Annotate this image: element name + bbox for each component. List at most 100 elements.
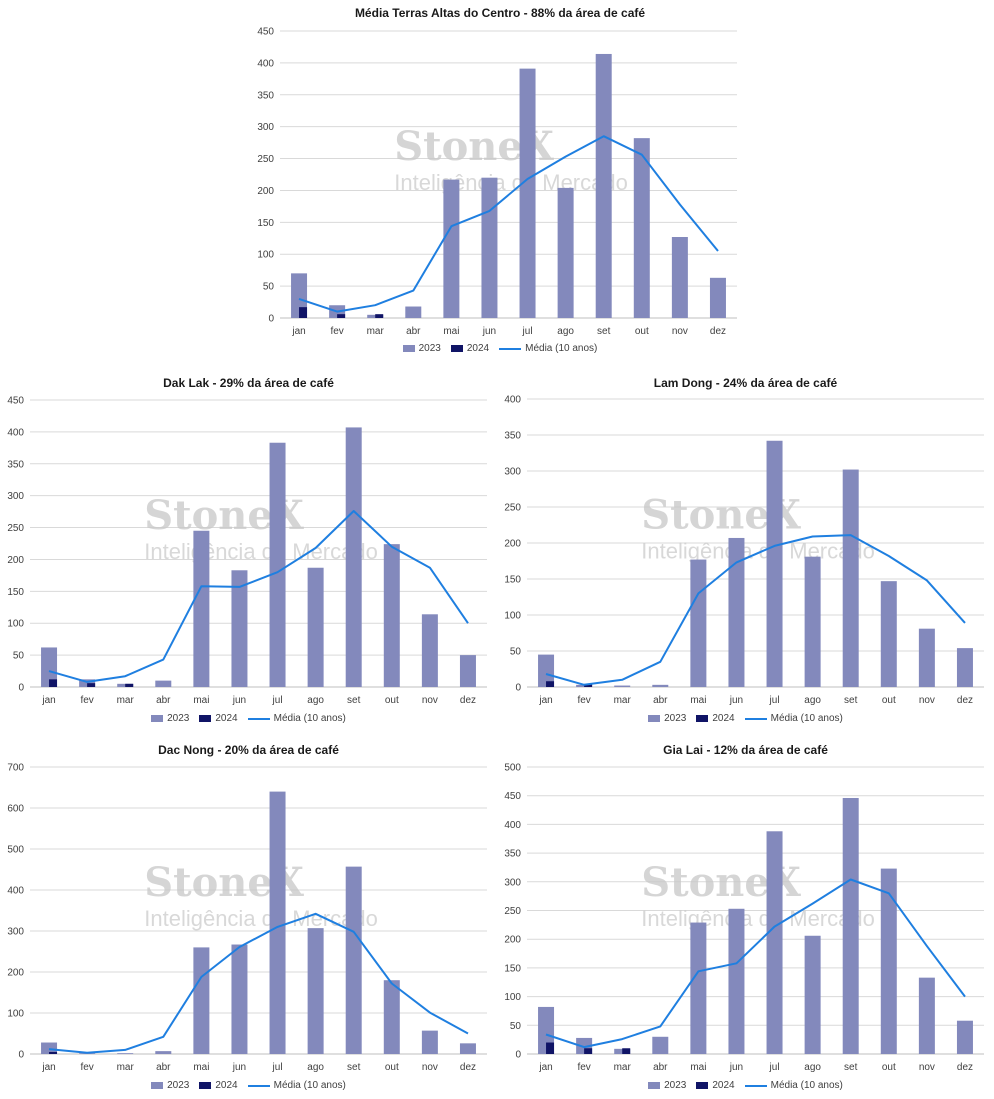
watermark-tagline: Inteligência de Mercado xyxy=(394,170,628,195)
bar-2023 xyxy=(155,680,172,687)
x-tick-label: dez xyxy=(957,695,973,706)
bar-2023 xyxy=(193,947,210,1054)
x-tick-label: jun xyxy=(232,1062,246,1073)
bar-2023 xyxy=(804,556,821,687)
y-tick-label: 0 xyxy=(515,683,521,694)
y-tick-label: 350 xyxy=(504,431,521,442)
x-tick-label: jan xyxy=(538,1062,552,1073)
legend-label: 2024 xyxy=(215,1080,238,1091)
chart-panel-lam-dong: Lam Dong - 24% da área de café 0 50 100 150… xyxy=(497,370,994,730)
legend-item-2023: 2023 xyxy=(648,713,686,724)
bar-2024 xyxy=(375,314,384,318)
x-tick-label: jul xyxy=(272,1062,283,1073)
legend-swatch-2023 xyxy=(151,715,164,722)
y-tick-label: 400 xyxy=(257,58,274,69)
x-tick-label: dez xyxy=(710,326,726,337)
legend-label: 2023 xyxy=(418,343,441,354)
legend-label: 2024 xyxy=(712,713,735,724)
y-tick-label: 150 xyxy=(257,218,274,229)
chart-svg: 050100150200250300350400450StoneXIntelig… xyxy=(7,396,487,706)
x-tick-label: nov xyxy=(672,326,688,337)
legend-label: Média (10 anos) xyxy=(273,1080,346,1091)
watermark-tagline: Inteligência de Mercado xyxy=(641,906,875,931)
chart-title: Dac Nong - 20% da área de café xyxy=(158,743,339,757)
bar-2023 xyxy=(307,928,324,1054)
bar-2024 xyxy=(584,1048,593,1054)
y-tick-label: 350 xyxy=(257,90,274,101)
x-tick-label: out xyxy=(385,695,399,706)
legend-label: 2024 xyxy=(466,343,490,354)
legend-item-2024: 2024 xyxy=(199,713,238,724)
line-media-10-anos xyxy=(545,534,966,686)
x-tick-label: fev xyxy=(577,1062,590,1073)
bar-2023 xyxy=(421,1030,438,1054)
x-tick-label: nov xyxy=(422,1062,438,1073)
legend-swatch-2024 xyxy=(450,345,463,352)
y-tick-label: 250 xyxy=(7,523,24,534)
x-tick-label: out xyxy=(385,1062,399,1073)
chart-legend: 2023 2024 Média (10 anos) xyxy=(497,713,994,724)
bar-2023 xyxy=(231,570,248,687)
bar-2023 xyxy=(538,1006,555,1054)
y-tick-label: 0 xyxy=(18,683,24,694)
chart-title: Dak Lak - 29% da área de café xyxy=(163,376,334,390)
y-tick-label: 400 xyxy=(7,427,24,438)
x-tick-label: mar xyxy=(614,1062,632,1073)
y-tick-label: 700 xyxy=(7,763,24,774)
chart-svg: 050100150200250300350400450500StoneXInte… xyxy=(504,763,984,1073)
bar-2023 xyxy=(880,581,897,687)
x-tick-label: abr xyxy=(406,326,421,337)
x-tick-label: ago xyxy=(307,695,324,706)
y-tick-label: 200 xyxy=(7,968,24,979)
bar-2023 xyxy=(345,866,362,1054)
legend-label: Média (10 anos) xyxy=(770,713,843,724)
chart-title: Lam Dong - 24% da área de café xyxy=(653,376,838,390)
x-tick-label: ago xyxy=(307,1062,324,1073)
legend-swatch-media xyxy=(499,347,522,350)
x-tick-label: nov xyxy=(422,695,438,706)
bar-2023 xyxy=(918,628,935,687)
bar-2023 xyxy=(117,683,134,687)
legend-label: 2023 xyxy=(664,1080,687,1091)
bar-2023 xyxy=(117,1053,134,1054)
bar-2024 xyxy=(337,314,346,318)
y-tick-label: 200 xyxy=(257,186,274,197)
bar-2023 xyxy=(690,922,707,1054)
bar-2023 xyxy=(766,831,783,1054)
y-tick-label: 250 xyxy=(504,503,521,514)
legend-item-2023: 2023 xyxy=(151,1080,189,1091)
y-tick-label: 0 xyxy=(18,1050,24,1061)
x-tick-label: mai xyxy=(690,695,706,706)
y-tick-label: 300 xyxy=(257,122,274,133)
x-tick-label: jul xyxy=(522,326,533,337)
legend-label: Média (10 anos) xyxy=(273,713,346,724)
bar-2023 xyxy=(671,237,688,318)
y-tick-label: 50 xyxy=(13,651,25,662)
x-tick-label: set xyxy=(347,1062,361,1073)
bar-2024 xyxy=(125,683,134,687)
x-tick-label: jan xyxy=(41,1062,55,1073)
x-tick-label: set xyxy=(347,695,361,706)
y-tick-label: 100 xyxy=(504,611,521,622)
y-tick-label: 0 xyxy=(515,1050,521,1061)
y-tick-label: 300 xyxy=(504,467,521,478)
bar-2023 xyxy=(269,791,286,1054)
y-tick-label: 200 xyxy=(504,935,521,946)
line-media-10-anos xyxy=(48,510,469,683)
x-tick-label: jul xyxy=(769,1062,780,1073)
bar-2024 xyxy=(622,1048,631,1054)
bar-2023 xyxy=(41,1042,58,1054)
watermark-tagline: Inteligência de Mercado xyxy=(144,906,378,931)
x-tick-label: abr xyxy=(156,1062,171,1073)
line-media-10-anos xyxy=(545,878,966,1049)
legend-item-media: Média (10 anos) xyxy=(247,1080,346,1091)
x-tick-label: jul xyxy=(769,695,780,706)
legend-label: Média (10 anos) xyxy=(770,1080,843,1091)
bar-2023 xyxy=(633,138,650,318)
y-tick-label: 500 xyxy=(7,845,24,856)
legend-item-media: Média (10 anos) xyxy=(744,713,843,724)
x-tick-label: jun xyxy=(729,1062,743,1073)
y-tick-label: 300 xyxy=(7,927,24,938)
legend-swatch-media xyxy=(744,717,767,720)
y-tick-label: 100 xyxy=(257,250,274,261)
